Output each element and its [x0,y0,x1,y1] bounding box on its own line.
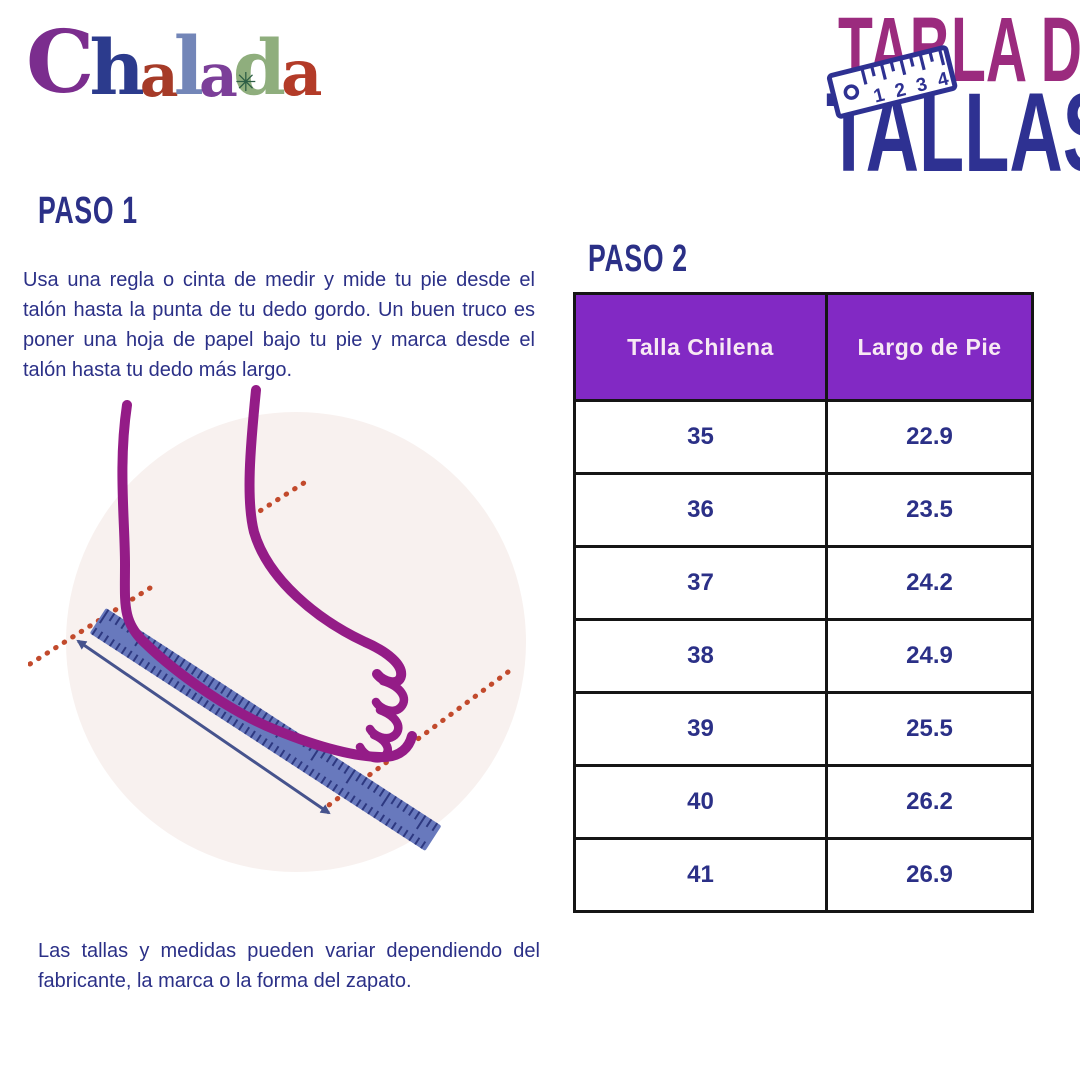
measuring-tape-icon: 1 2 3 4 [826,45,958,119]
table-row: 36 23.5 [573,472,1034,548]
logo-letter: a [199,41,238,111]
ruler-number-2: 2 [893,79,908,102]
step1-heading: PASO 1 [38,190,181,233]
table-row: 41 26.9 [573,837,1034,913]
table-cell: 37 [573,545,828,621]
table-cell: 25.5 [825,691,1034,767]
size-table: Talla Chilena Largo de Pie 35 22.9 36 23.5 37… [573,292,1034,913]
ruler-number-3: 3 [914,74,929,97]
step1-body: Usa una regla o cinta de medir y mide tu… [23,269,535,381]
logo-letter: h [89,23,144,112]
table-cell: 24.2 [825,545,1034,621]
logo-letter: a [139,41,179,111]
heel-guide-line [28,585,153,667]
logo-letter: a [281,36,323,111]
step1-heading-text: PASO 1 [38,190,138,232]
tape-tick-marks [860,48,946,85]
footnote: Las tallas y medidas pueden variar depen… [38,940,540,992]
table-row: 39 25.5 [573,691,1034,767]
size-table-body: 35 22.9 36 23.5 37 24.2 38 24.9 39 25.5 40 26.2 41 26… [573,399,1034,913]
table-cell: 23.5 [825,472,1034,548]
size-table-header-row: Talla Chilena Largo de Pie [573,292,1034,402]
tape-zero-mark [843,84,860,100]
table-cell: 36 [573,472,828,548]
heel-guide-line-upper [249,478,310,519]
table-cell: 26.9 [825,837,1034,913]
step2-heading: PASO 2 [588,238,731,281]
table-cell: 40 [573,764,828,840]
size-table-header: Talla Chilena [573,292,828,402]
table-cell: 24.9 [825,618,1034,694]
size-table-header: Largo de Pie [825,292,1034,402]
table-row: 40 26.2 [573,764,1034,840]
table-cell: 22.9 [825,399,1034,475]
logo-letter: C [26,12,94,113]
table-row: 38 24.9 [573,618,1034,694]
measure-arrow [76,639,331,815]
table-cell: 39 [573,691,828,767]
table-cell: 26.2 [825,764,1034,840]
title-block: TABLA DE TALLAS 1 2 3 4 [724,4,1080,189]
step2-heading-text: PASO 2 [588,238,688,280]
foot-measure-illustration [28,385,526,872]
logo-letter: d ✳ [232,23,286,112]
logo-mandala-icon: ✳ [234,68,257,98]
table-row: 37 24.2 [573,545,1034,621]
table-cell: 35 [573,399,828,475]
table-cell: 38 [573,618,828,694]
logo-letter: l [173,19,204,113]
table-cell: 41 [573,837,828,913]
table-row: 35 22.9 [573,399,1034,475]
